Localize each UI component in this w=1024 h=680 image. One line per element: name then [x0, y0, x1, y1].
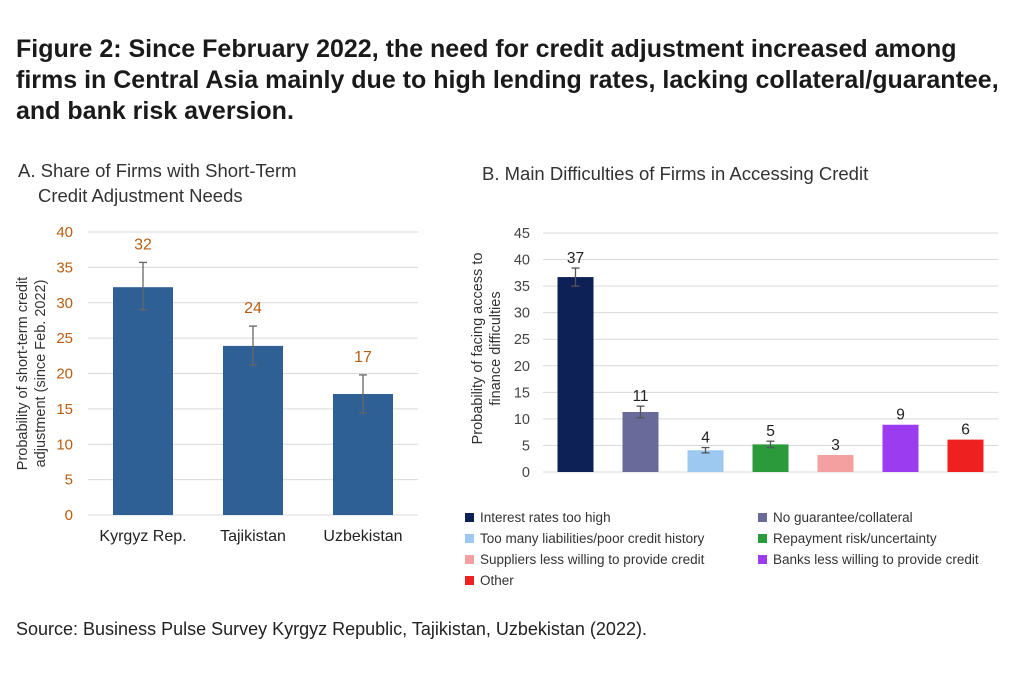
panel-a-x-tick-label: Tajikistan	[220, 528, 286, 545]
panel-a-title: A. Share of Firms with Short-Term Credit…	[18, 158, 358, 208]
panel-a-bars: 32 Kyrgyz Rep. 24 Tajikistan 17 Uzbekistan	[99, 236, 402, 545]
panel-b-bar	[622, 411, 659, 472]
legend-swatch	[465, 554, 474, 564]
legend-swatch	[465, 575, 474, 585]
panel-b-y-axis-label-line1: Probability of facing access to	[470, 253, 486, 445]
panel-a-y-axis-label: Probability of short-term credit adjustme…	[15, 277, 49, 470]
panel-b-legend-item: Repayment risk/uncertainty	[758, 529, 1020, 547]
panel-a-y-axis-label-line1: Probability of short-term credit	[15, 277, 31, 470]
panel-a-bar	[333, 394, 393, 515]
panel-a-y-tick-label: 25	[56, 330, 73, 347]
panel-b-bars: 37 11 4 5 3 9 6	[557, 250, 984, 472]
panel-a-y-tick-label: 40	[56, 224, 73, 241]
panel-b-legend-item: Banks less willing to provide credit	[758, 550, 1020, 568]
panel-a-y-ticks: 0 5 10 15 20 25 30 35 40	[56, 224, 73, 524]
panel-b-legend-item: Interest rates too high	[465, 508, 758, 526]
legend-swatch	[465, 533, 474, 543]
panel-b-bar	[882, 424, 919, 472]
panel-b-y-tick-label: 30	[514, 306, 530, 322]
panel-a-error-bar	[359, 374, 367, 414]
panel-b-data-label: 6	[961, 422, 970, 439]
panel-b-bar	[752, 444, 789, 472]
legend-label: Too many liabilities/poor credit history	[480, 530, 705, 546]
figure-title: Figure 2: Since February 2022, the need …	[16, 35, 999, 125]
legend-swatch	[758, 512, 767, 522]
panel-b-error-bar	[701, 446, 710, 454]
legend-label: Suppliers less willing to provide credit	[480, 551, 705, 567]
panel-a-x-tick-label: Kyrgyz Rep.	[99, 528, 186, 545]
panel-a-error-bar	[249, 325, 257, 366]
panel-b-y-tick-label: 15	[514, 385, 530, 401]
panel-b-y-tick-label: 40	[514, 253, 530, 269]
panel-b-bar	[557, 277, 594, 472]
panel-b-error-bar	[766, 440, 775, 449]
panel-a-data-label: 17	[354, 349, 372, 366]
panel-a-error-bar	[139, 261, 147, 311]
panel-b-y-tick-label: 20	[514, 359, 530, 375]
panel-b-y-tick-label: 25	[514, 332, 530, 348]
panel-a-y-tick-label: 15	[56, 401, 73, 418]
legend-swatch	[465, 512, 474, 522]
panel-b-legend-item: Too many liabilities/poor credit history	[465, 529, 758, 547]
legend-label: Other	[480, 572, 514, 588]
panel-b-legend: Interest rates too high No guarantee/coll…	[465, 508, 1020, 589]
panel-a-title-line1: A. Share of Firms with Short-Term	[18, 160, 297, 181]
panel-a-data-label: 32	[134, 236, 152, 253]
panel-b-data-label: 3	[831, 437, 840, 454]
panel-b-error-bar	[571, 267, 580, 287]
panel-b-title: B. Main Difficulties of Firms in Accessi…	[482, 163, 869, 184]
panel-b-bar	[817, 455, 854, 472]
panel-b-bar	[947, 439, 984, 472]
panel-a-y-tick-label: 10	[56, 436, 73, 453]
panel-a-y-tick-label: 35	[56, 259, 73, 276]
panel-a-y-tick-label: 30	[56, 295, 73, 312]
panel-b-data-label: 4	[701, 430, 710, 447]
panel-a-y-tick-label: 20	[56, 366, 73, 383]
panel-a-data-label: 24	[244, 300, 262, 317]
panel-a-y-axis-label-line2: adjustment (since Feb. 2022)	[33, 280, 49, 468]
source-note: Source: Business Pulse Survey Kyrgyz Rep…	[16, 619, 647, 639]
legend-label: Repayment risk/uncertainty	[773, 530, 937, 546]
panel-a-y-tick-label: 5	[65, 472, 73, 489]
panel-a-bar	[223, 345, 283, 515]
panel-b-error-bar	[636, 405, 645, 419]
panel-b-data-label: 37	[567, 250, 584, 267]
panel-b-bar	[687, 450, 724, 472]
panel-b-y-tick-label: 35	[514, 279, 530, 295]
panel-b-legend-item: Other	[465, 571, 758, 589]
legend-swatch	[758, 533, 767, 543]
panel-a-chart: 0 5 10 15 20 25 30 35 40 Probability of short-ter…	[15, 224, 418, 545]
panel-b-data-label: 9	[896, 407, 905, 424]
legend-swatch	[758, 554, 767, 564]
panel-b-legend-item: No guarantee/collateral	[758, 508, 1020, 526]
panel-a-y-tick-label: 0	[65, 507, 73, 524]
legend-label: No guarantee/collateral	[773, 509, 913, 525]
panel-b-y-tick-label: 5	[522, 438, 530, 454]
panel-a-bar	[113, 287, 173, 515]
panel-b-y-axis-label-line2: finance difficulties	[488, 291, 504, 405]
panel-b-y-ticks: 0 5 10 15 20 25 30 35 40 45	[514, 226, 530, 481]
panel-b-legend-item: Suppliers less willing to provide credit	[465, 550, 758, 568]
panel-b-data-label: 5	[766, 423, 775, 440]
panel-a-title-line2: Credit Adjustment Needs	[38, 185, 243, 206]
legend-label: Interest rates too high	[480, 509, 611, 525]
panel-b-data-label: 11	[632, 388, 648, 405]
panel-b-y-tick-label: 45	[514, 226, 530, 242]
panel-b-y-tick-label: 0	[522, 465, 530, 481]
legend-label: Banks less willing to provide credit	[773, 551, 979, 567]
panel-b-y-axis-label: Probability of facing access to finance d…	[470, 253, 504, 445]
panel-b-y-tick-label: 10	[514, 412, 530, 428]
panel-a-x-tick-label: Uzbekistan	[323, 528, 402, 545]
